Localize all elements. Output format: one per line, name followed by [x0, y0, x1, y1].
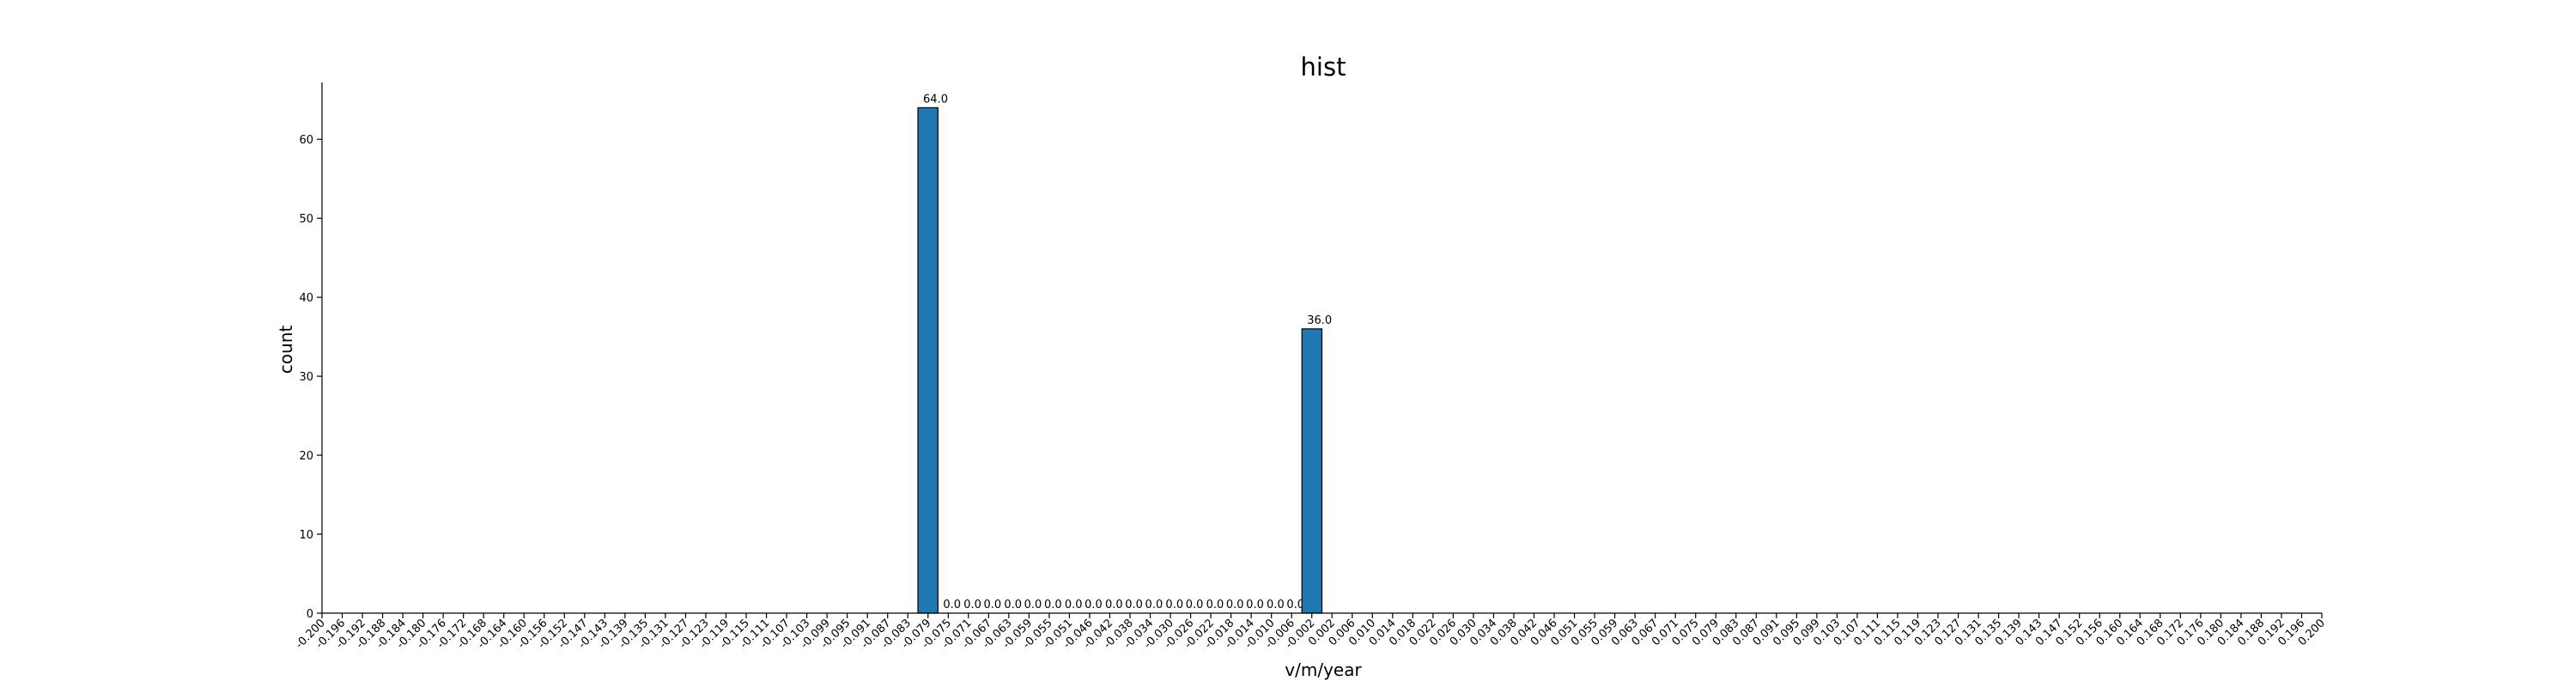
- y-tick-label: 30: [299, 371, 313, 384]
- bar-value-label: 0.0: [1044, 599, 1062, 611]
- bar-value-label: 0.0: [1186, 599, 1204, 611]
- y-axis-label: count: [276, 325, 296, 374]
- bar-value-label: 64.0: [923, 93, 948, 106]
- bar-value-label: 0.0: [1105, 599, 1123, 611]
- plot-area: 64.00.0 0.0 0.0 0.0 0.0 0.0 0.0 0.0 0.0 0.0 0.0 0.0…: [294, 82, 2328, 651]
- bar-value-label: 36.0: [1307, 314, 1332, 327]
- histogram-bar: [917, 106, 939, 614]
- bar-value-label: 0.0: [1206, 599, 1224, 611]
- bar-value-label: 0.0: [943, 599, 961, 611]
- bar-value-label: 0.0: [1165, 599, 1183, 611]
- bar-value-label: 0.0: [1286, 599, 1304, 611]
- bar-value-label: 0.0: [1004, 599, 1022, 611]
- bar-value-label: 0.0: [1246, 599, 1264, 611]
- y-tick-label: 10: [299, 529, 313, 542]
- bar-value-label: 0.0: [1084, 599, 1103, 611]
- y-tick-label: 60: [299, 134, 313, 147]
- bar-value-label: 0.0: [963, 599, 981, 611]
- bar-value-label: 0.0: [1065, 599, 1083, 611]
- y-tick-label: 40: [299, 292, 313, 305]
- chart-title: hist: [1301, 52, 1346, 82]
- y-tick-label: 0: [307, 608, 313, 621]
- bar-value-label: 0.0: [983, 599, 1001, 611]
- bar-value-label: 0.0: [1024, 599, 1042, 611]
- bar-value-label: 0.0: [1145, 599, 1163, 611]
- bar-value-label: 0.0: [1125, 599, 1143, 611]
- bar-value-label: 0.0: [1267, 599, 1285, 611]
- x-axis-label: v/m/year: [1285, 660, 1362, 680]
- histogram-bar: [1301, 328, 1323, 614]
- bar-value-label: 0.0: [1226, 599, 1244, 611]
- y-tick-label: 20: [299, 450, 313, 463]
- y-tick-label: 50: [299, 213, 313, 226]
